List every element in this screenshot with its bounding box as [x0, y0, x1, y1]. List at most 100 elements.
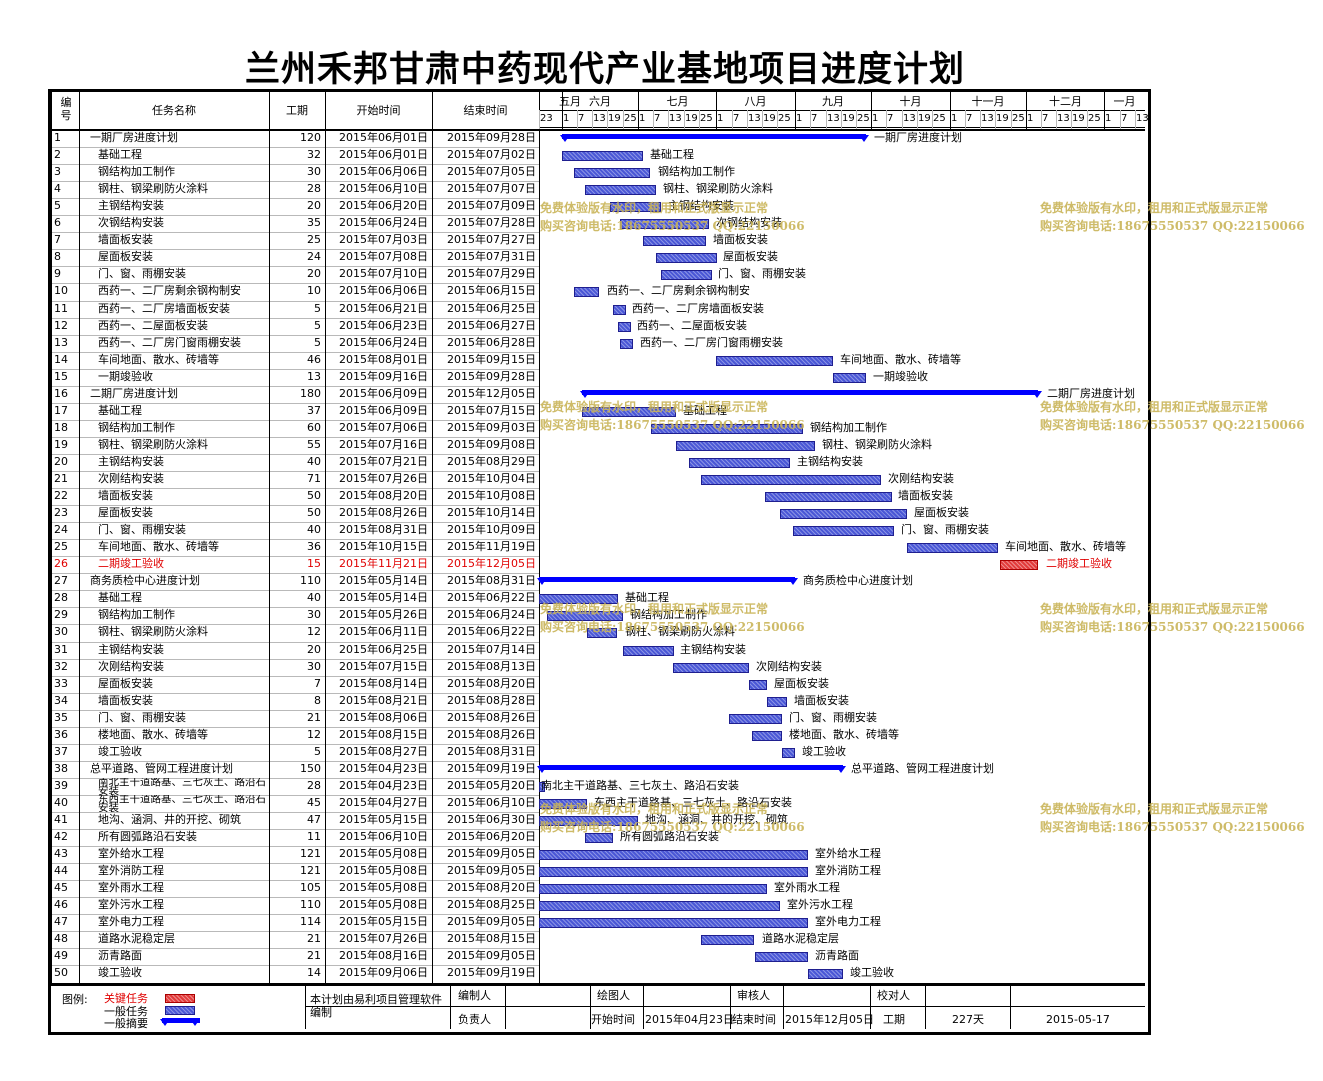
task-name[interactable]: 钢结构加工制作 [98, 420, 175, 434]
task-bar[interactable] [833, 373, 866, 383]
task-name[interactable]: 钢柱、钢梁刷防火涂料 [98, 182, 208, 196]
task-name[interactable]: 屋面板安装 [98, 506, 153, 520]
task-bar[interactable] [585, 185, 656, 195]
task-bar[interactable] [765, 492, 892, 502]
task-name[interactable]: 主钢结构安装 [98, 454, 164, 468]
task-name[interactable]: 一期厂房进度计划 [90, 131, 178, 144]
task-bar[interactable] [539, 816, 638, 826]
task-name[interactable]: 地沟、涵洞、井的开挖、砌筑 [98, 813, 241, 826]
task-name[interactable]: 次钢结构安装 [98, 216, 164, 230]
task-bar[interactable] [676, 441, 815, 451]
task-bar[interactable] [623, 646, 674, 656]
task-name[interactable]: 二期竣工验收 [98, 557, 164, 571]
task-bar[interactable] [651, 424, 803, 434]
task-bar[interactable] [749, 680, 767, 690]
task-name[interactable]: 二期厂房进度计划 [90, 386, 178, 400]
task-name[interactable]: 基础工程 [98, 148, 142, 162]
task-name[interactable]: 钢柱、钢梁刷防火涂料 [98, 625, 208, 639]
task-name[interactable]: 墙面板安装 [98, 693, 153, 707]
task-bar[interactable] [701, 935, 754, 945]
task-name[interactable]: 墙面板安装 [98, 489, 153, 503]
task-bar[interactable] [539, 867, 808, 877]
task-name[interactable]: 车间地面、散水、砖墙等 [98, 352, 219, 366]
task-name[interactable]: 室外污水工程 [98, 898, 164, 912]
task-name[interactable]: 总平道路、管网工程进度计划 [90, 761, 233, 775]
task-bar[interactable] [539, 594, 618, 604]
task-name[interactable]: 屋面板安装 [98, 676, 153, 690]
task-name[interactable]: 商务质检中心进度计划 [90, 574, 200, 588]
task-bar[interactable] [539, 918, 808, 928]
task-name[interactable]: 钢结构加工制作 [98, 608, 175, 622]
task-bar[interactable] [782, 748, 795, 758]
task-name[interactable]: 车间地面、散水、砖墙等 [98, 540, 219, 554]
task-name[interactable]: 墙面板安装 [98, 233, 153, 247]
task-name[interactable]: 门、窗、雨棚安装 [98, 710, 186, 724]
task-bar[interactable] [808, 969, 843, 979]
task-bar[interactable] [610, 202, 661, 212]
task-name[interactable]: 所有圆弧路沿石安装 [98, 830, 197, 844]
task-bar[interactable] [673, 663, 749, 673]
task-name[interactable]: 钢柱、钢梁刷防火涂料 [98, 437, 208, 451]
task-name[interactable]: 门、窗、雨棚安装 [98, 267, 186, 281]
task-name[interactable]: 室外雨水工程 [98, 881, 164, 895]
task-name[interactable]: 室外电力工程 [98, 915, 164, 929]
task-name[interactable]: 主钢结构安装 [98, 642, 164, 656]
summary-bar[interactable] [539, 577, 795, 582]
critical-task-bar[interactable] [1000, 560, 1038, 570]
task-name[interactable]: 次刚结构安装 [98, 472, 164, 485]
task-name[interactable]: 一期竣验收 [98, 369, 153, 383]
task-name[interactable]: 室外给水工程 [98, 847, 164, 861]
task-name[interactable]: 东西主干道路基、三七灰土、路沿石安装 [98, 794, 266, 812]
task-name[interactable]: 室外消防工程 [98, 864, 164, 878]
summary-bar[interactable] [582, 390, 1038, 395]
summary-bar[interactable] [562, 134, 866, 139]
task-name[interactable]: 基础工程 [98, 403, 142, 417]
task-bar[interactable] [907, 543, 998, 553]
task-bar[interactable] [539, 884, 767, 894]
task-bar[interactable] [547, 611, 623, 621]
task-name[interactable]: 基础工程 [98, 591, 142, 605]
task-bar[interactable] [620, 219, 709, 229]
task-name[interactable]: 西药一、二屋面板安装 [98, 318, 208, 332]
task-bar[interactable] [613, 305, 626, 315]
task-bar[interactable] [716, 356, 833, 366]
task-bar[interactable] [574, 287, 599, 297]
task-bar[interactable] [539, 901, 780, 911]
task-bar[interactable] [643, 236, 706, 246]
task-name[interactable]: 道路水泥稳定层 [98, 932, 175, 946]
task-name[interactable]: 沥青路面 [98, 949, 142, 963]
task-bar[interactable] [729, 714, 782, 724]
task-bar[interactable] [661, 270, 712, 280]
task-name[interactable]: 屋面板安装 [98, 250, 153, 264]
task-bar[interactable] [656, 253, 717, 263]
summary-bar[interactable] [539, 765, 843, 770]
task-name[interactable]: 门、窗、雨棚安装 [98, 523, 186, 537]
task-bar[interactable] [780, 509, 907, 519]
task-bar[interactable] [618, 322, 631, 332]
task-bar[interactable] [574, 168, 650, 178]
task-name[interactable]: 楼地面、散水、砖墙等 [98, 727, 208, 741]
task-bar[interactable] [752, 731, 782, 741]
task-name[interactable]: 竣工验收 [98, 966, 142, 980]
task-name[interactable]: 西药一、二厂房门窗雨棚安装 [98, 335, 241, 349]
task-bar[interactable] [701, 475, 881, 485]
task-name[interactable]: 南北主干道路基、三七灰土、路沿石安装 [98, 777, 266, 795]
task-name[interactable]: 钢结构加工制作 [98, 165, 175, 179]
task-name[interactable]: 主钢结构安装 [98, 199, 164, 213]
task-name[interactable]: 竣工验收 [98, 744, 142, 758]
task-bar[interactable] [620, 339, 633, 349]
task-bar[interactable] [793, 526, 894, 536]
task-bar[interactable] [587, 628, 617, 638]
task-name[interactable]: 西药一、二厂房剩余钢构制安 [98, 284, 241, 298]
task-bar[interactable] [767, 697, 787, 707]
task-bar[interactable] [755, 952, 808, 962]
task-bar[interactable] [562, 151, 643, 161]
task-bar[interactable] [539, 799, 587, 809]
task-bar[interactable] [582, 407, 676, 417]
task-bar[interactable] [539, 782, 545, 792]
task-bar[interactable] [585, 833, 613, 843]
task-bar[interactable] [689, 458, 790, 468]
task-name[interactable]: 次刚结构安装 [98, 659, 164, 673]
task-name[interactable]: 西药一、二厂房墙面板安装 [98, 301, 230, 315]
task-bar[interactable] [539, 850, 808, 860]
